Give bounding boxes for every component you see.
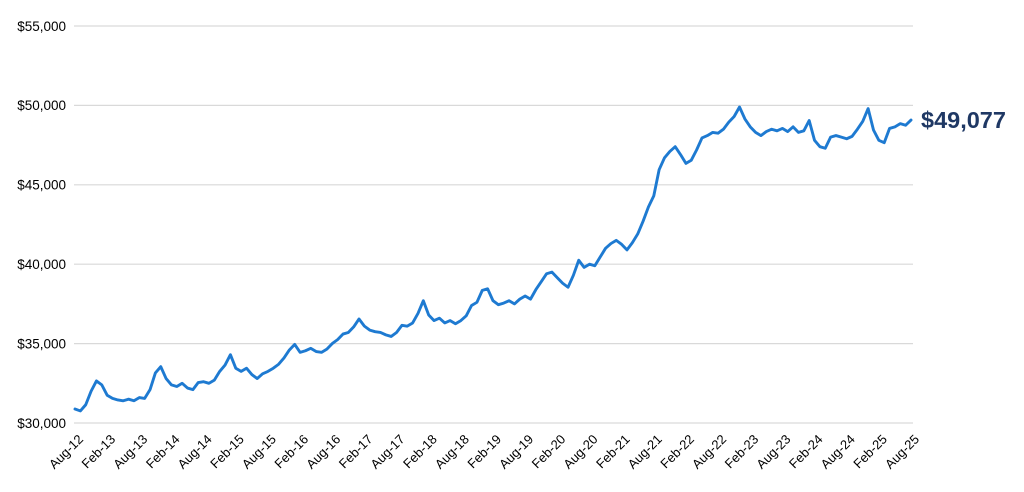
x-tick-label: Aug-20 [560,432,600,472]
x-tick-label: Aug-15 [239,432,279,472]
x-tick-label: Feb-21 [593,432,633,472]
x-tick-label: Aug-23 [753,432,793,472]
x-tick-label: Aug-22 [689,432,729,472]
gridlines [74,25,913,424]
x-tick-label: Feb-19 [464,432,504,472]
y-axis-labels: $30,000 $35,000 $40,000 $45,000 $50,000 $55,0… [17,19,66,431]
end-value-label: $49,077 [921,107,1006,133]
y-tick-label: $45,000 [17,178,66,193]
x-tick-label: Aug-21 [625,432,665,472]
y-tick-label: $35,000 [17,336,66,351]
x-tick-label: Aug-12 [46,432,86,472]
x-tick-label: Feb-15 [207,432,247,472]
x-tick-label: Aug-19 [496,432,536,472]
x-tick-label: Aug-24 [818,432,858,472]
x-tick-label: Feb-20 [529,432,569,472]
x-tick-label: Aug-18 [432,432,472,472]
x-tick-label: Feb-25 [850,432,890,472]
x-tick-label: Aug-13 [110,432,150,472]
y-tick-label: $30,000 [17,416,66,431]
x-tick-label: Feb-16 [271,432,311,472]
x-axis-labels: Aug-12Feb-13Aug-13Feb-14Aug-14Feb-15Aug-… [46,432,922,472]
y-tick-label: $55,000 [17,19,66,34]
x-tick-label: Aug-16 [303,432,343,472]
price-line [73,105,913,413]
y-tick-label: $40,000 [17,257,66,272]
x-tick-label: Aug-25 [882,432,922,472]
x-tick-label: Feb-23 [722,432,762,472]
x-tick-label: Feb-24 [786,432,826,472]
x-tick-label: Feb-14 [143,432,183,472]
x-tick-label: Aug-14 [174,432,214,472]
x-tick-label: Feb-13 [79,432,119,472]
x-tick-label: Feb-18 [400,432,440,472]
x-tick-label: Feb-17 [336,432,376,472]
x-tick-label: Aug-17 [367,432,407,472]
y-tick-label: $50,000 [17,98,66,113]
x-tick-label: Feb-22 [657,432,697,472]
